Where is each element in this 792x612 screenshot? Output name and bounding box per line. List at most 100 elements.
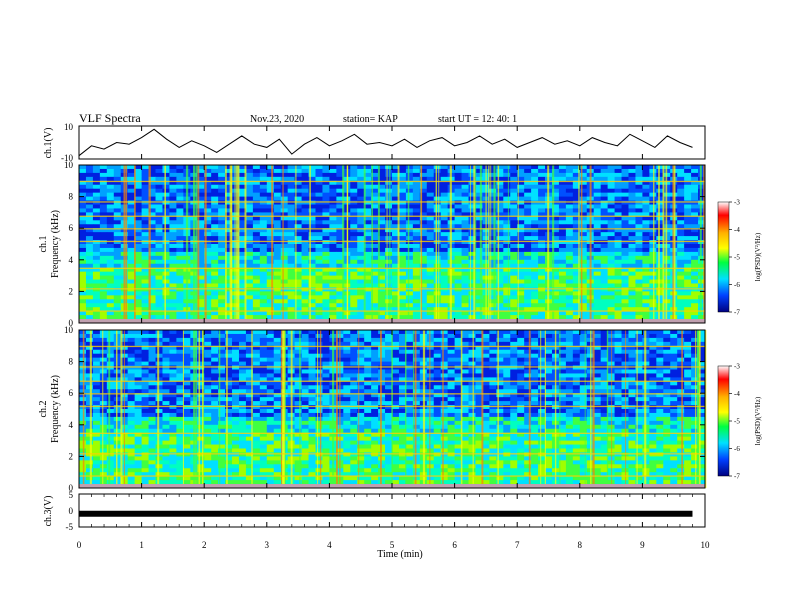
ch1-spec-cell [148,255,156,261]
ch1-spec-cell [642,247,650,253]
ch2-spec-cell [579,337,588,343]
ch1-spec-cell [162,240,170,245]
ch1-spec-cell [475,172,483,178]
ch1-spec-cell [677,216,685,221]
ch1-spec-cell [461,307,469,312]
ch1-spec-cell [496,267,504,273]
ch2-spec-cell [204,353,212,359]
ch1-spec-cell [684,287,692,292]
ch2-spec-cell [141,369,149,374]
ch1-spec-cell [273,188,282,194]
ch1-spec-cell [392,303,400,308]
ch1-spec-burst [225,165,227,323]
ch1-spec-cell [378,307,386,312]
ch2-spec-cell [141,330,149,335]
ch1-spec-cell [252,172,261,178]
ch1-spec-burst [449,165,452,323]
ch1-spec-cell [419,200,428,205]
ch1-spec-cell [392,192,400,197]
ch1-spec-cell [211,220,219,225]
ch1-spec-ytick-tick-label: 0 [69,318,74,328]
ch1-spec-cell [503,244,511,249]
ch1-spec-cell [252,251,261,257]
ch1-spec-cell [517,291,525,296]
ch1-spec-cell [141,251,149,257]
ch1-spec-cell [635,180,643,186]
ch1-spec-cell [364,315,372,320]
ch2-spec-cell [225,333,233,339]
ch1-spec-cell [148,303,156,308]
ch2-spec-cell [579,373,588,378]
ch1-spec-cell [496,208,504,213]
ch1-spec-cell [134,287,142,292]
ch1-spec-cell [176,299,184,304]
ch2-spec-cell [134,361,142,366]
ch2-spec-cell [468,365,476,370]
ch1-spec-cell [301,267,309,273]
ch1-spec-cell [322,295,330,300]
ch2-spec-cell [447,337,455,343]
ch1-spec-cell [433,224,442,229]
ch1-spec-cell [607,200,615,205]
ch1-spec-cell [517,236,525,241]
ch1-spec-cell [524,287,532,292]
ch2-spec-cell [684,369,692,374]
ch1-spec-cell [433,279,442,284]
ch1-spec-cell [308,192,316,197]
ch1-spec-cell [531,295,539,300]
ch1-spec-cell [392,216,400,221]
ch1-spec-cell [412,188,421,194]
ch1-spec-cell [280,200,289,205]
ch1-spec-cell [294,240,302,245]
ch1-spec-cell [308,247,316,253]
ch2-spec-cell [579,361,588,366]
ch2-spec-cell [252,369,261,374]
ch1-spec-cell [301,263,309,269]
ch1-spec-cell [238,271,247,276]
ch2-spec-cell [496,365,504,370]
ch2-spec-cell [482,381,490,386]
ch1-spec-cell [426,311,435,316]
ch1-spec-cell [211,200,219,205]
ch2-spec-cell [398,365,407,370]
ch1-spec-cell [287,271,296,276]
ch1-spec-cell [621,283,629,288]
ch1-spec-cell [204,259,212,265]
ch1-spec-cell [614,180,622,186]
ch1-spec-cell [558,200,567,205]
ch1-spec-cell [628,271,636,276]
ch2-spec-cell [385,353,393,359]
ch2-spec-cell [698,345,706,351]
ch1-spec-cell [315,176,323,182]
ch1-spec-cell [572,247,581,253]
ch1-spec-cell [197,240,205,245]
ch1-spec-cell [538,236,546,241]
ch1-spec-cell [336,228,344,233]
ch2-spec-cell [106,373,115,378]
ch1-spec-cell [489,212,497,217]
ch1-spec-cell [266,311,275,316]
ch1-spec-burst [134,165,136,323]
ch1-spec-cell [412,232,421,237]
ch1-spec-cell [204,224,212,229]
ch1-spec-cell [85,267,94,273]
ch1-spec-cell [364,184,372,190]
ch1-spec-cell [350,244,358,249]
ch1-spec-cell [475,196,483,201]
ch1-spec-cell [364,283,372,288]
ch1-spec-cell [232,299,240,304]
ch1-spec-cell [642,188,650,194]
ch1-spec-cell [398,244,407,249]
ch1-spec-cell [329,255,337,261]
ch1-spec-cell [551,172,560,178]
ch2-spec-cell [461,365,469,370]
ch1-spec-cell [350,267,358,273]
ch1-spec-cell [225,279,233,284]
ch1-spec-cell [99,184,108,190]
ch1-spec-cell [315,303,323,308]
ch2-spec-cell [698,377,706,382]
ch2-spec-cell [141,353,149,359]
ch1-spec-cell [336,275,344,280]
ch1-spec-cell [475,184,483,190]
ch1-spec-cell [225,228,233,233]
